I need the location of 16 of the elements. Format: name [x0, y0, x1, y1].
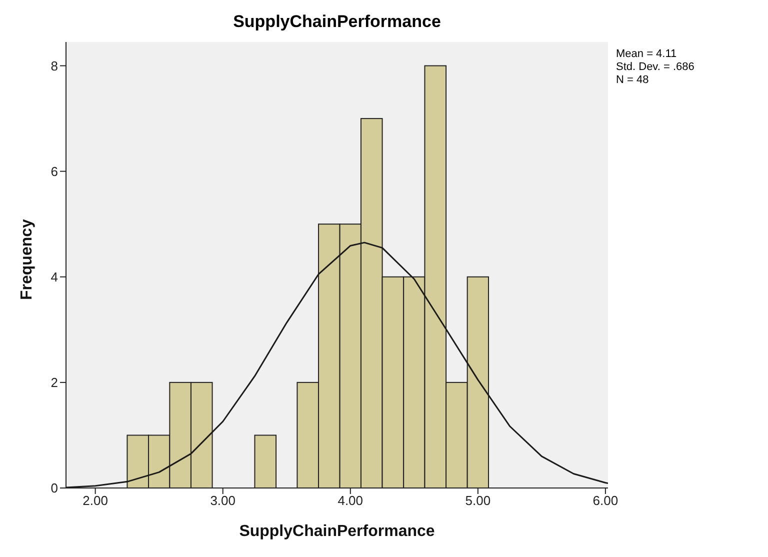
text: Mean = 4.11	[616, 48, 678, 61]
x-axis-title: SupplyChainPerformance	[239, 523, 435, 540]
x-tick-label: 2.00	[82, 493, 108, 508]
x-tick-label: 6.00	[592, 493, 618, 508]
x-tick-label: 4.00	[338, 493, 364, 508]
y-tick-label: 2	[50, 375, 58, 390]
y-tick-label: 6	[50, 164, 58, 179]
x-tick-label: 3.00	[210, 493, 236, 508]
text: N = 48	[616, 74, 650, 87]
x-tick-label: 5.00	[465, 493, 491, 508]
y-axis-title: Frequency	[18, 218, 36, 300]
y-tick-label: 4	[50, 269, 58, 284]
y-tick-label: 0	[50, 480, 58, 496]
chart-title: SupplyChainPerformance	[232, 12, 442, 32]
text: Std. Dev. = .686	[616, 61, 694, 74]
y-tick-label: 8	[50, 58, 58, 74]
